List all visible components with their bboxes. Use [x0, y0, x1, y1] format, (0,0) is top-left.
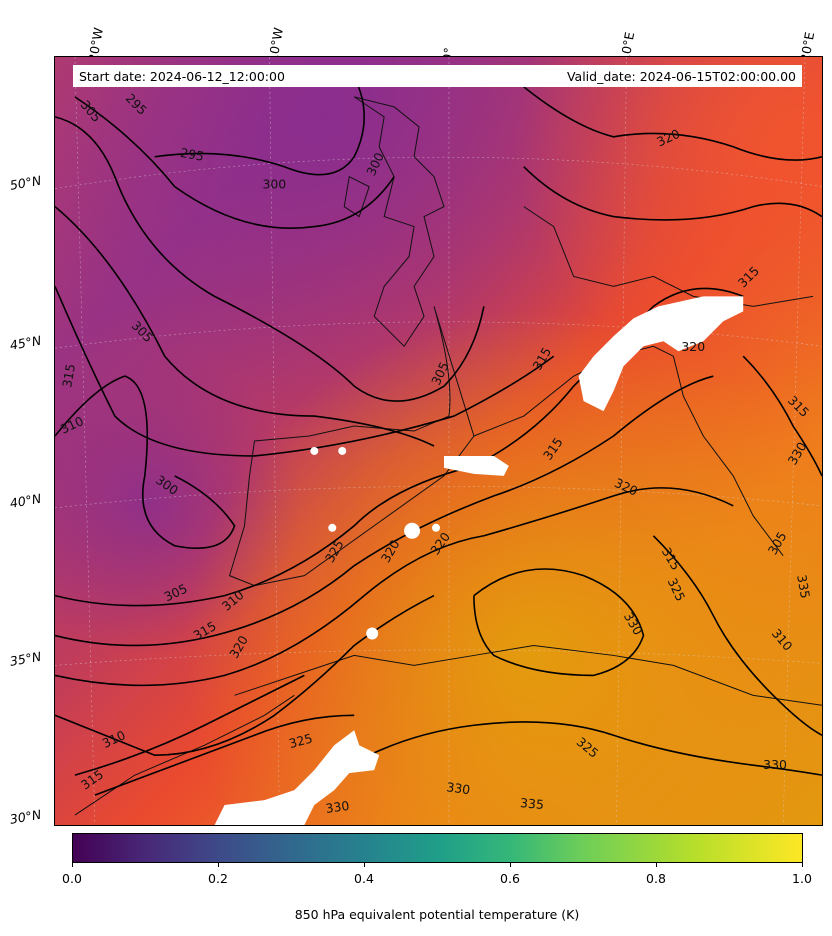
contour-label: 300 [262, 177, 286, 192]
colorbar-tick [72, 863, 73, 867]
colorbar-tick-label: 0.6 [500, 871, 520, 886]
date-info-bar: Start date: 2024-06-12_12:00:00 Valid_da… [73, 65, 802, 87]
contour-label: 315 [59, 363, 78, 389]
colorbar-tick [802, 863, 803, 867]
graticule [55, 57, 822, 825]
colorbar-label: 850 hPa equivalent potential temperature… [294, 907, 580, 922]
contour-label: 320 [681, 339, 705, 354]
colorbar-tick-label: 0.4 [354, 871, 374, 886]
colorbar [72, 833, 803, 863]
contour-label: 330 [446, 779, 472, 797]
lat-label-40n: 40°N [8, 490, 43, 511]
colorbar-tick [656, 863, 657, 867]
lat-label-50n: 50°N [8, 172, 43, 193]
colorbar-tick-label: 0.2 [208, 871, 228, 886]
valid-date-text: Valid_date: 2024-06-15T02:00:00.00 [566, 68, 796, 84]
field-hot-s [55, 57, 822, 825]
coastlines [74, 96, 822, 816]
theta-e-field-map: 305 295 295 300 300 305 315 310 300 305 … [55, 57, 822, 825]
masked-areas [214, 296, 744, 825]
colorbar-tick [510, 863, 511, 867]
lat-label-35n: 35°N [8, 648, 43, 669]
colorbar-tick-label: 0.0 [62, 871, 82, 886]
colorbar-tick [364, 863, 365, 867]
lat-label-30n: 30°N [8, 806, 43, 827]
colorbar-tick-label: 1.0 [792, 871, 812, 886]
contour-label: 295 [179, 145, 205, 164]
contour-label: 330 [325, 798, 351, 816]
contour-label: 335 [520, 795, 545, 812]
contour-label: 330 [763, 757, 787, 772]
contour-label: 325 [287, 730, 314, 751]
lat-label-45n: 45°N [8, 332, 43, 353]
colorbar-tick-label: 0.8 [646, 871, 666, 886]
start-date-text: Start date: 2024-06-12_12:00:00 [79, 68, 285, 84]
colorbar-tick [218, 863, 219, 867]
contour-label: 335 [794, 574, 813, 600]
map-panel[interactable]: 305 295 295 300 300 305 315 310 300 305 … [54, 56, 823, 826]
